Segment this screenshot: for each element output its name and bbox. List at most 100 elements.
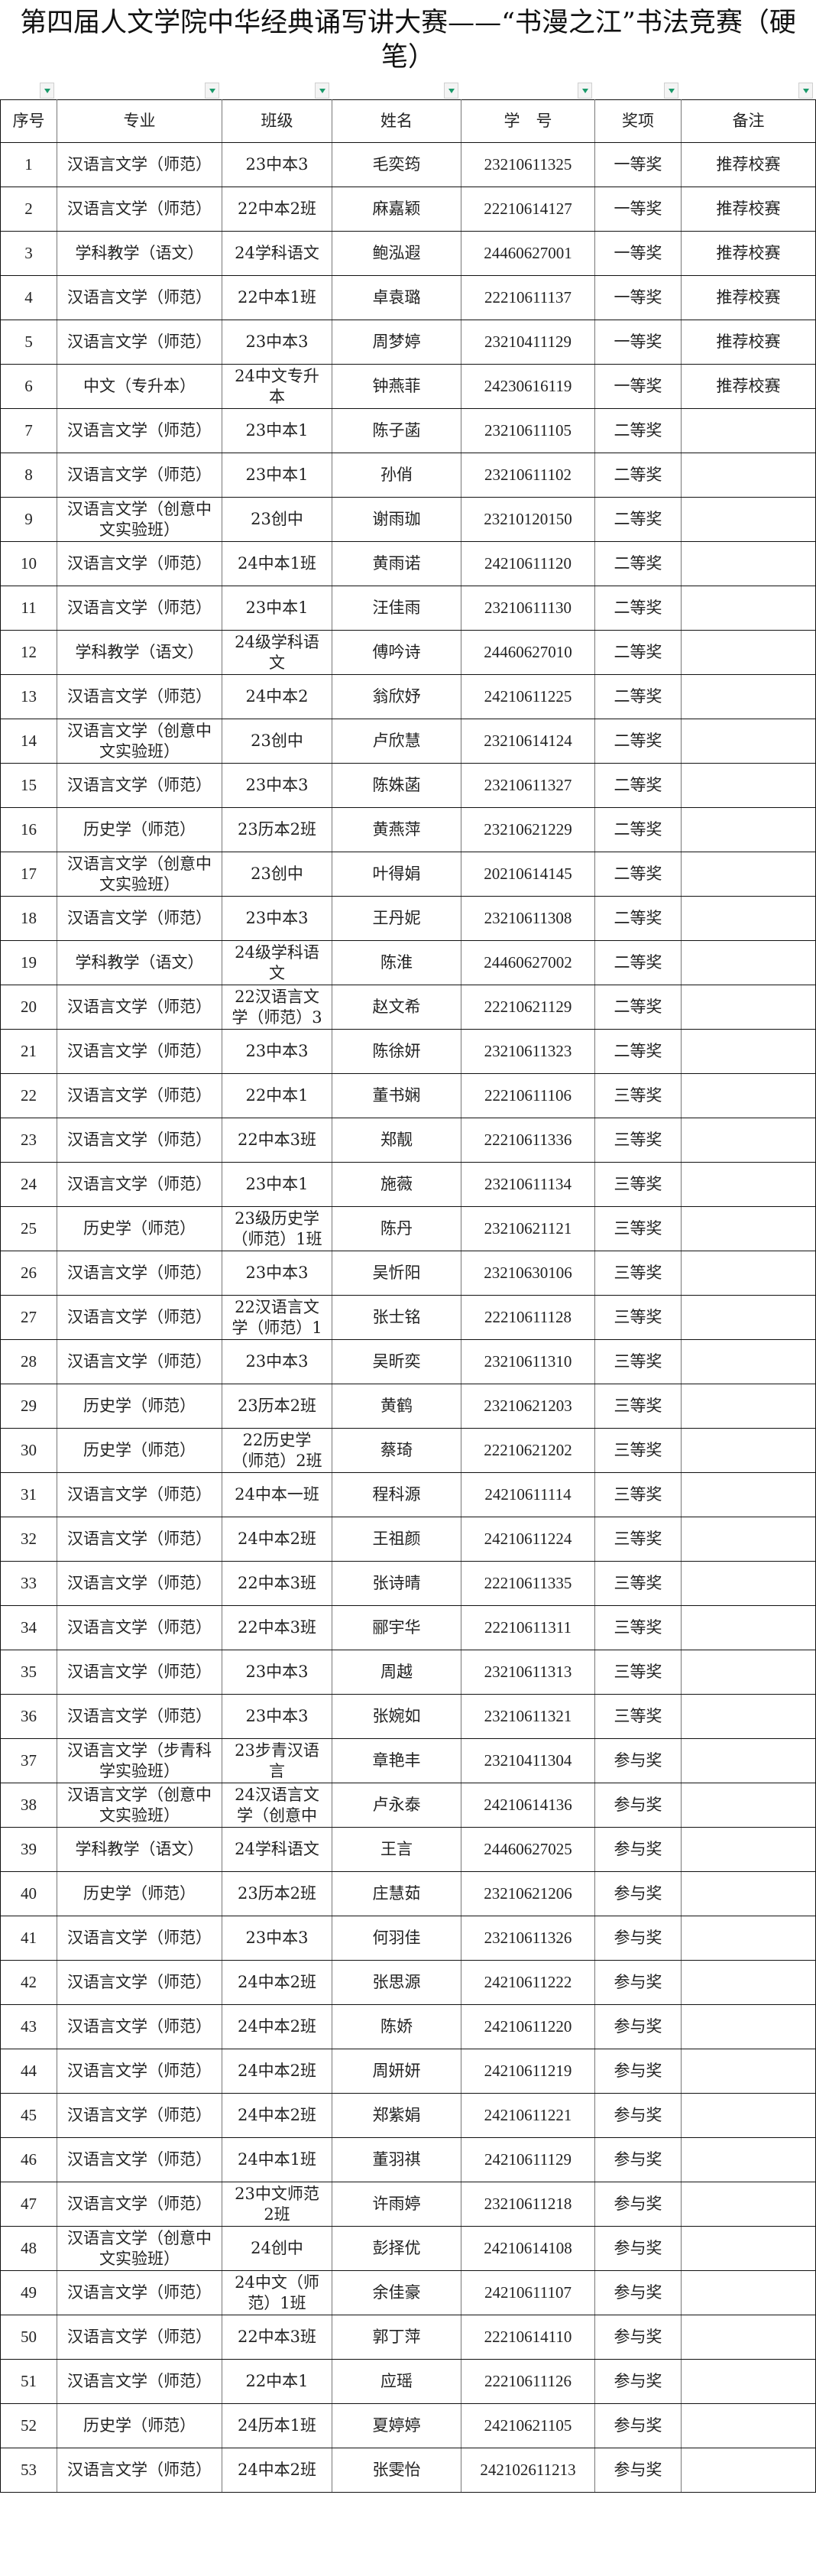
cell-name: 董书娴 xyxy=(332,1073,461,1118)
cell-class: 23创中 xyxy=(222,719,332,764)
filter-button-index[interactable] xyxy=(40,83,54,99)
cell-class: 24汉语言文学（创意中 xyxy=(222,1783,332,1828)
cell-index: 28 xyxy=(0,1339,57,1384)
cell-name: 翁欣妤 xyxy=(332,674,461,719)
cell-name: 彭择优 xyxy=(332,2226,461,2271)
cell-remark: 推荐校赛 xyxy=(681,275,816,320)
cell-student-id: 20210614145 xyxy=(461,852,595,897)
cell-award: 参与奖 xyxy=(594,2137,682,2182)
cell-award: 二等奖 xyxy=(594,807,682,852)
cell-major: 汉语言文学（师范） xyxy=(57,1472,222,1517)
cell-class: 24中本2班 xyxy=(222,2004,332,2049)
cell-award: 参与奖 xyxy=(594,2270,682,2315)
cell-award: 参与奖 xyxy=(594,2403,682,2448)
cell-major: 汉语言文学（师范） xyxy=(57,1650,222,1695)
cell-major: 汉语言文学（师范） xyxy=(57,1295,222,1340)
table-row: 20 汉语言文学（师范） 22汉语言文学（师范）3 赵文希 22210621129 二等奖 xyxy=(0,985,816,1030)
cell-award: 一等奖 xyxy=(594,320,682,365)
cell-student-id: 23210611325 xyxy=(461,142,595,187)
cell-index: 37 xyxy=(0,1738,57,1783)
cell-major: 汉语言文学（师范） xyxy=(57,2049,222,2094)
cell-class: 22中本2班 xyxy=(222,187,332,232)
cell-student-id: 23210621203 xyxy=(461,1384,595,1429)
cell-major: 汉语言文学（师范） xyxy=(57,763,222,808)
cell-major: 汉语言文学（师范） xyxy=(57,453,222,498)
cell-index: 34 xyxy=(0,1605,57,1650)
filter-button-major[interactable] xyxy=(205,83,219,99)
cell-remark xyxy=(681,2093,816,2138)
cell-class: 22中本3班 xyxy=(222,1561,332,1606)
cell-major: 汉语言文学（师范） xyxy=(57,187,222,232)
table-row: 1 汉语言文学（师范） 23中本3 毛奕筠 23210611325 一等奖 推荐校赛 xyxy=(0,142,816,187)
cell-name: 张雯怡 xyxy=(332,2448,461,2493)
table-row: 22 汉语言文学（师范） 22中本1 董书娴 22210611106 三等奖 xyxy=(0,1073,816,1118)
cell-name: 郦宇华 xyxy=(332,1605,461,1650)
cell-major: 汉语言文学（师范） xyxy=(57,142,222,187)
cell-index: 27 xyxy=(0,1295,57,1340)
dropdown-filter-icon xyxy=(209,88,215,93)
cell-name: 麻嘉颖 xyxy=(332,187,461,232)
cell-student-id: 23210614124 xyxy=(461,719,595,764)
cell-name: 章艳丰 xyxy=(332,1738,461,1783)
cell-class: 23中本1 xyxy=(222,1162,332,1207)
cell-name: 何羽佳 xyxy=(332,1916,461,1961)
cell-award: 二等奖 xyxy=(594,541,682,586)
cell-remark xyxy=(681,1206,816,1251)
cell-class: 22中本3班 xyxy=(222,2315,332,2360)
cell-name: 蔡琦 xyxy=(332,1428,461,1473)
cell-award: 参与奖 xyxy=(594,1738,682,1783)
cell-major: 汉语言文学（师范） xyxy=(57,1073,222,1118)
cell-award: 三等奖 xyxy=(594,1384,682,1429)
cell-index: 17 xyxy=(0,852,57,897)
cell-student-id: 24460627025 xyxy=(461,1827,595,1872)
cell-class: 23中本3 xyxy=(222,1916,332,1961)
cell-major: 汉语言文学（师范） xyxy=(57,1339,222,1384)
cell-student-id: 22210614110 xyxy=(461,2315,595,2360)
cell-student-id: 23210611326 xyxy=(461,1916,595,1961)
table-row: 15 汉语言文学（师范） 23中本3 陈姝菡 23210611327 二等奖 xyxy=(0,763,816,808)
cell-class: 24级学科语文 xyxy=(222,630,332,675)
table-row: 8 汉语言文学（师范） 23中本1 孙俏 23210611102 二等奖 xyxy=(0,453,816,498)
filter-button-name[interactable] xyxy=(444,83,458,99)
cell-major: 历史学（师范） xyxy=(57,1206,222,1251)
cell-index: 53 xyxy=(0,2448,57,2493)
cell-name: 周越 xyxy=(332,1650,461,1695)
cell-award: 参与奖 xyxy=(594,1871,682,1916)
cell-major: 学科教学（语文） xyxy=(57,940,222,985)
header-award: 奖项 xyxy=(594,99,682,143)
cell-major: 历史学（师范） xyxy=(57,1871,222,1916)
cell-remark xyxy=(681,2182,816,2227)
filter-button-award[interactable] xyxy=(664,83,678,99)
header-class: 班级 xyxy=(222,99,332,143)
cell-remark xyxy=(681,1827,816,1872)
cell-award: 二等奖 xyxy=(594,896,682,941)
filter-button-class[interactable] xyxy=(315,83,329,99)
cell-name: 董羽祺 xyxy=(332,2137,461,2182)
cell-name: 张思源 xyxy=(332,1960,461,2005)
table-row: 9 汉语言文学（创意中文实验班） 23创中 谢雨珈 23210120150 二等奖 xyxy=(0,497,816,542)
cell-index: 39 xyxy=(0,1827,57,1872)
cell-class: 23中本3 xyxy=(222,1694,332,1739)
cell-major: 汉语言文学（步青科学实验班） xyxy=(57,1738,222,1783)
cell-name: 叶得娟 xyxy=(332,852,461,897)
cell-name: 郭丁萍 xyxy=(332,2315,461,2360)
cell-name: 庄慧茹 xyxy=(332,1871,461,1916)
cell-index: 51 xyxy=(0,2359,57,2404)
table-row: 47 汉语言文学（师范） 23中文师范2班 许雨婷 23210611218 参与奖 xyxy=(0,2182,816,2227)
cell-student-id: 24210611222 xyxy=(461,1960,595,2005)
cell-award: 参与奖 xyxy=(594,1916,682,1961)
cell-remark xyxy=(681,541,816,586)
cell-class: 24学科语文 xyxy=(222,231,332,276)
cell-name: 余佳豪 xyxy=(332,2270,461,2315)
cell-name: 卓袁璐 xyxy=(332,275,461,320)
cell-award: 三等奖 xyxy=(594,1073,682,1118)
cell-index: 10 xyxy=(0,541,57,586)
filter-button-student-id[interactable] xyxy=(578,83,592,99)
cell-index: 19 xyxy=(0,940,57,985)
cell-class: 24中本2班 xyxy=(222,1960,332,2005)
filter-button-remark[interactable] xyxy=(798,83,813,99)
cell-class: 22中本1 xyxy=(222,1073,332,1118)
cell-student-id: 23210411129 xyxy=(461,320,595,365)
cell-award: 参与奖 xyxy=(594,2226,682,2271)
cell-award: 三等奖 xyxy=(594,1561,682,1606)
